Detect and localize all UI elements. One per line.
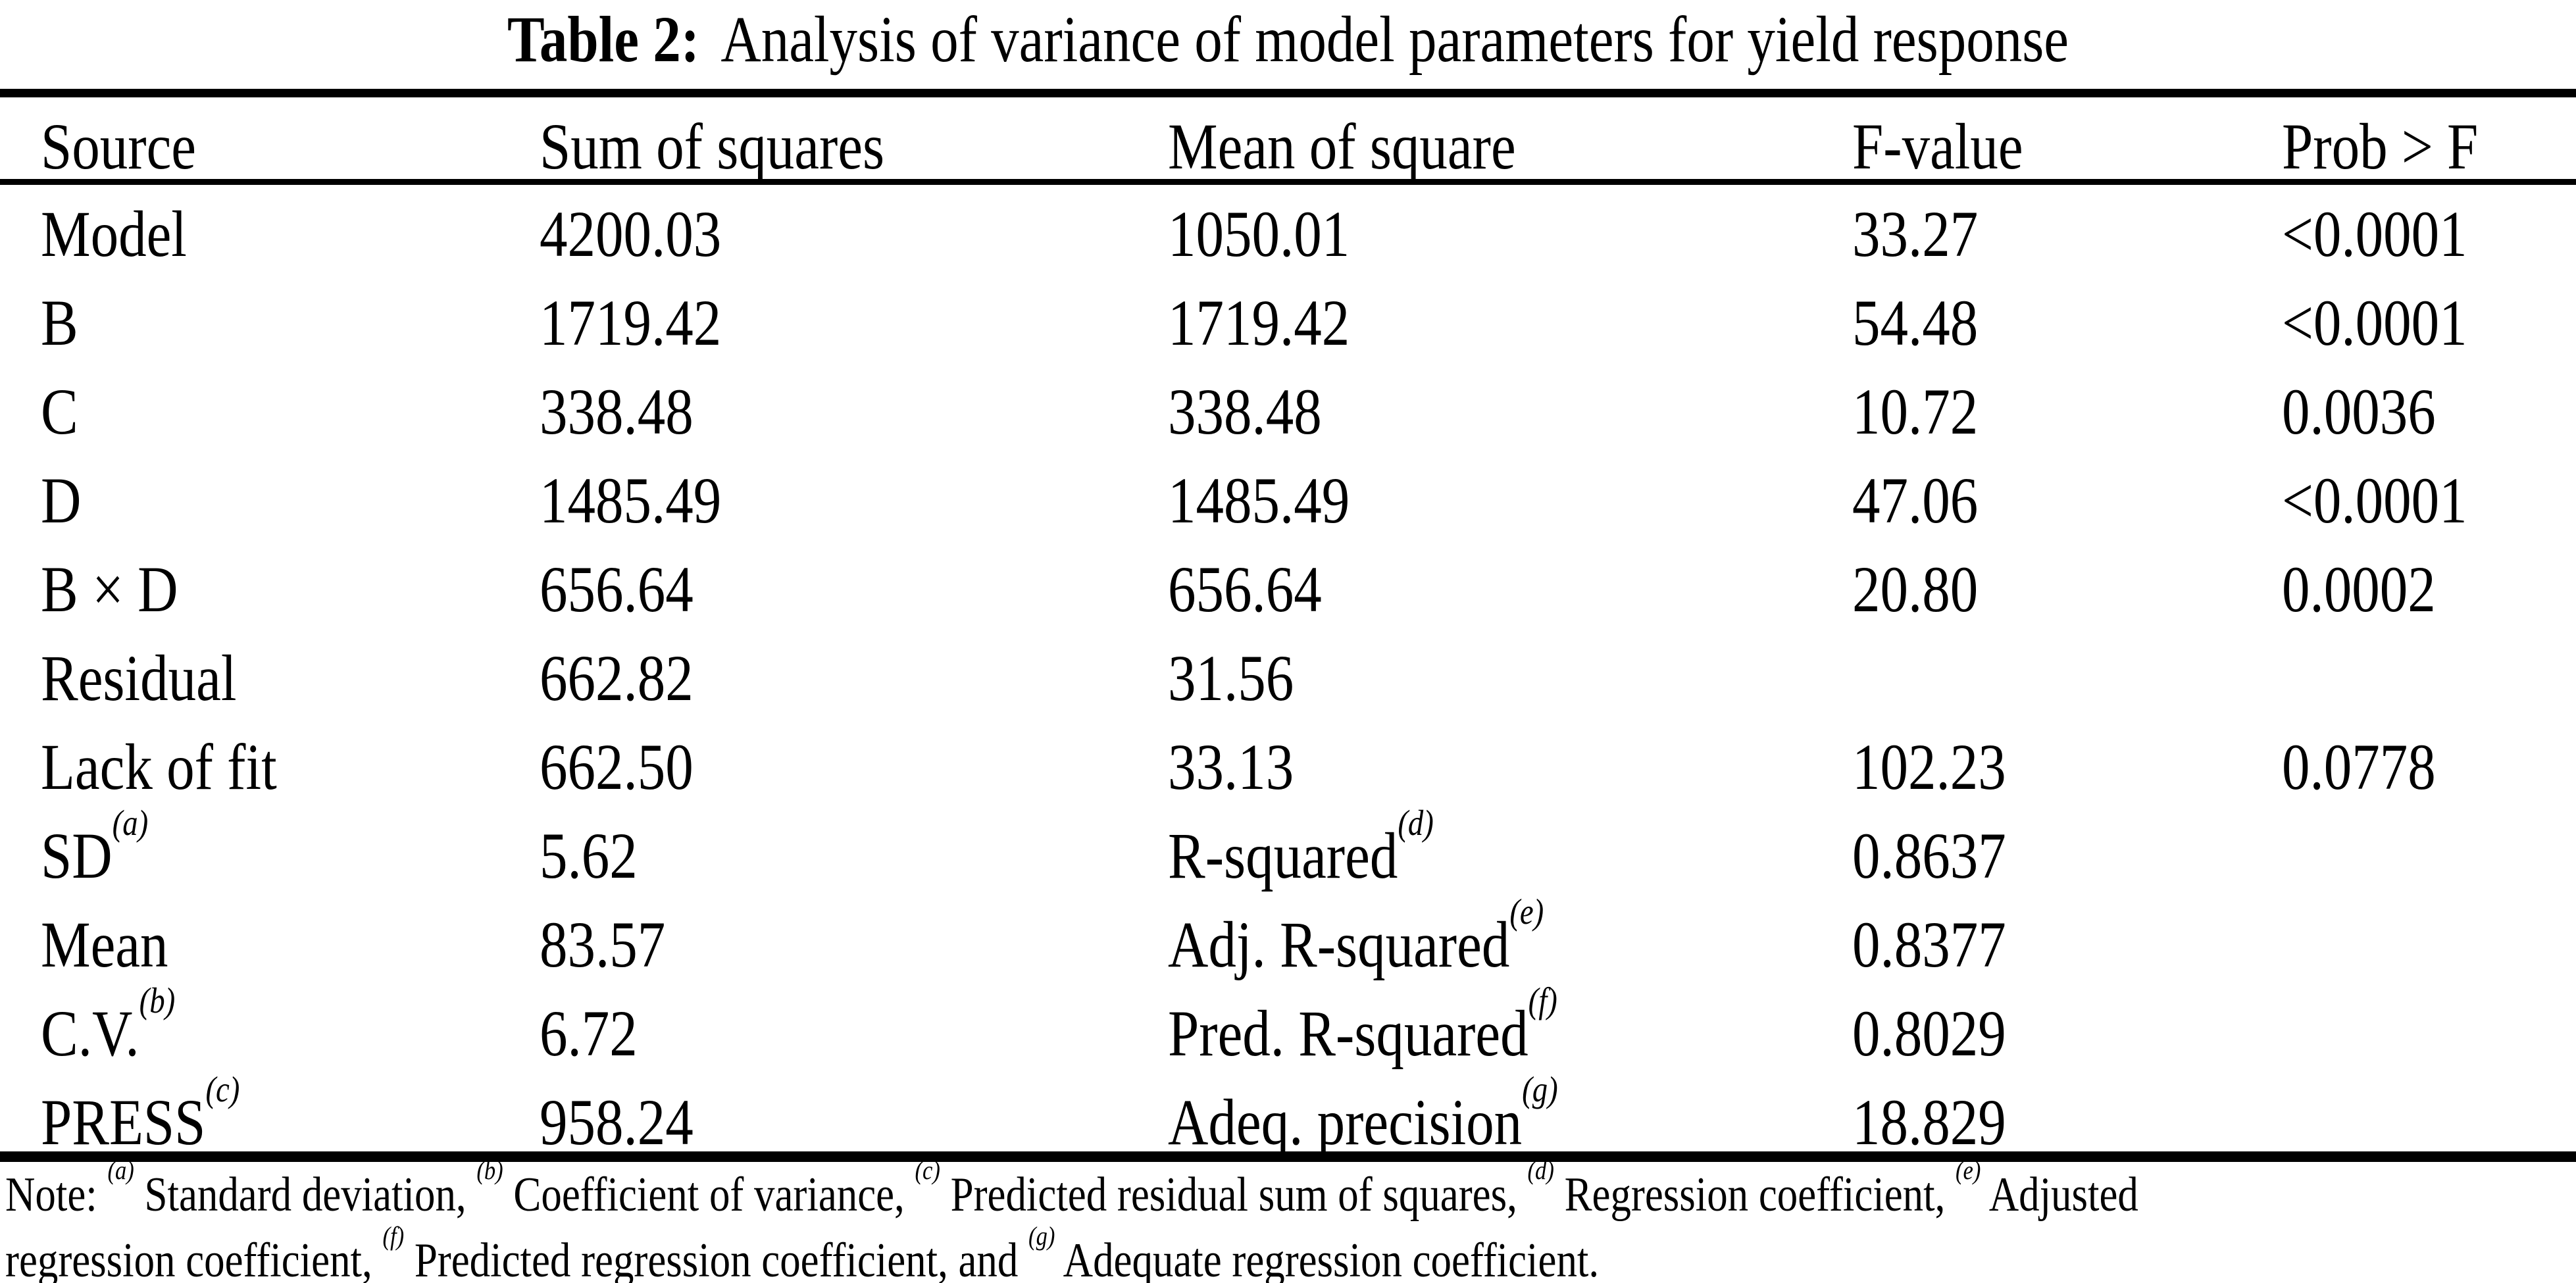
- table-cell: 0.0002: [2282, 553, 2436, 626]
- table-cell: 0.8377: [1852, 908, 2006, 981]
- table-row: Model 4200.03 1050.01 33.27 <0.0001: [0, 189, 2576, 278]
- top-rule: [0, 89, 2576, 97]
- table-cell: B: [41, 286, 78, 359]
- table-row: B × D 656.64 656.64 20.80 0.0002: [0, 545, 2576, 634]
- table-row: SD(a) 5.62 R-squared(d) 0.8637: [0, 803, 2576, 900]
- table-header-row: Source Sum of squares Mean of square F-valu…: [0, 111, 2576, 183]
- superscript-marker: (d): [1398, 803, 1434, 843]
- superscript-marker: (g): [1028, 1220, 1055, 1251]
- column-header: Prob > F: [2282, 110, 2479, 183]
- table-cell: SD(a): [41, 803, 149, 892]
- table-cell: 18.829: [1852, 1086, 2006, 1159]
- table-cell: 0.0036: [2282, 375, 2436, 448]
- table-cell: 33.13: [1168, 730, 1294, 803]
- superscript-marker: (f): [382, 1220, 405, 1251]
- superscript-marker: (b): [139, 980, 176, 1021]
- table-cell: 1719.42: [1168, 286, 1350, 359]
- table-row: C.V.(b) 6.72 Pred. R-squared(f) 0.8029: [0, 980, 2576, 1078]
- table-cell: PRESS(c): [41, 1069, 240, 1159]
- table-cell: 31.56: [1168, 642, 1294, 715]
- table-cell: Adeq. precision(g): [1168, 1069, 1558, 1159]
- table-caption-number: Table 2:: [507, 3, 700, 76]
- table-row: Mean 83.57 Adj. R-squared(e) 0.8377: [0, 892, 2576, 989]
- table-cell: Pred. R-squared(f): [1168, 980, 1557, 1070]
- bottom-rule: [0, 1151, 2576, 1162]
- table-cell: 1485.49: [1168, 464, 1350, 537]
- table-cell: 656.64: [1168, 553, 1322, 626]
- superscript-marker: (g): [1522, 1069, 1558, 1110]
- table-cell: Model: [41, 197, 187, 270]
- table-caption: Table 2: Analysis of variance of model pa…: [193, 7, 2383, 72]
- superscript-marker: (c): [915, 1155, 940, 1185]
- table-row: Residual 662.82 31.56: [0, 634, 2576, 722]
- superscript-marker: (e): [1509, 892, 1544, 932]
- column-header: Source: [41, 110, 197, 183]
- superscript-marker: (c): [205, 1069, 240, 1110]
- table-cell: 1719.42: [540, 286, 722, 359]
- table-cell: 102.23: [1852, 730, 2006, 803]
- table-cell: 1485.49: [540, 464, 722, 537]
- table-cell: 5.62: [540, 819, 638, 892]
- table-note: Note: (a) Standard deviation, (b) Coeffi…: [5, 1155, 2138, 1283]
- superscript-marker: (f): [1528, 980, 1557, 1021]
- column-header: Sum of squares: [540, 110, 885, 183]
- table-cell: B × D: [41, 553, 178, 626]
- table-cell: 54.48: [1852, 286, 1979, 359]
- table-cell: <0.0001: [2282, 286, 2467, 359]
- table-caption-text: Analysis of variance of model parameters…: [720, 3, 2069, 76]
- table-cell: <0.0001: [2282, 464, 2467, 537]
- table-cell: 6.72: [540, 997, 638, 1070]
- table-cell: 47.06: [1852, 464, 1979, 537]
- table-cell: 338.48: [540, 375, 694, 448]
- table-cell: Adj. R-squared(e): [1168, 892, 1544, 981]
- table-cell: 10.72: [1852, 375, 1979, 448]
- table-cell: R-squared(d): [1168, 803, 1434, 892]
- table-cell: 1050.01: [1168, 197, 1350, 270]
- table-cell: 656.64: [540, 553, 694, 626]
- table-cell: 0.8029: [1852, 997, 2006, 1070]
- table-cell: 0.0778: [2282, 730, 2436, 803]
- table-cell: C: [41, 375, 78, 448]
- table-cell: 20.80: [1852, 553, 1979, 626]
- table-cell: Mean: [41, 908, 168, 981]
- table-cell: C.V.(b): [41, 980, 176, 1070]
- table-cell: 33.27: [1852, 197, 1979, 270]
- superscript-marker: (d): [1527, 1155, 1554, 1185]
- table-row: PRESS(c) 958.24 Adeq. precision(g) 18.829: [0, 1069, 2576, 1167]
- table-row: B 1719.42 1719.42 54.48 <0.0001: [0, 278, 2576, 367]
- column-header: F-value: [1852, 110, 2023, 183]
- table-row: D 1485.49 1485.49 47.06 <0.0001: [0, 456, 2576, 545]
- superscript-marker: (b): [476, 1155, 503, 1185]
- table-cell: 662.50: [540, 730, 694, 803]
- table-row: Lack of fit 662.50 33.13 102.23 0.0778: [0, 722, 2576, 811]
- table-cell: 4200.03: [540, 197, 722, 270]
- table-cell: Residual: [41, 642, 237, 715]
- table-cell: D: [41, 464, 82, 537]
- table-cell: 338.48: [1168, 375, 1322, 448]
- table-cell: Lack of fit: [41, 730, 277, 803]
- superscript-marker: (e): [1956, 1155, 1981, 1185]
- table-cell: 958.24: [540, 1086, 694, 1159]
- table-cell: <0.0001: [2282, 197, 2467, 270]
- superscript-marker: (a): [107, 1155, 134, 1185]
- table-cell: 0.8637: [1852, 819, 2006, 892]
- table-cell: 83.57: [540, 908, 666, 981]
- table-cell: 662.82: [540, 642, 694, 715]
- header-rule: [0, 179, 2576, 185]
- column-header: Mean of square: [1168, 110, 1516, 183]
- superscript-marker: (a): [112, 803, 149, 843]
- table-row: C 338.48 338.48 10.72 0.0036: [0, 367, 2576, 456]
